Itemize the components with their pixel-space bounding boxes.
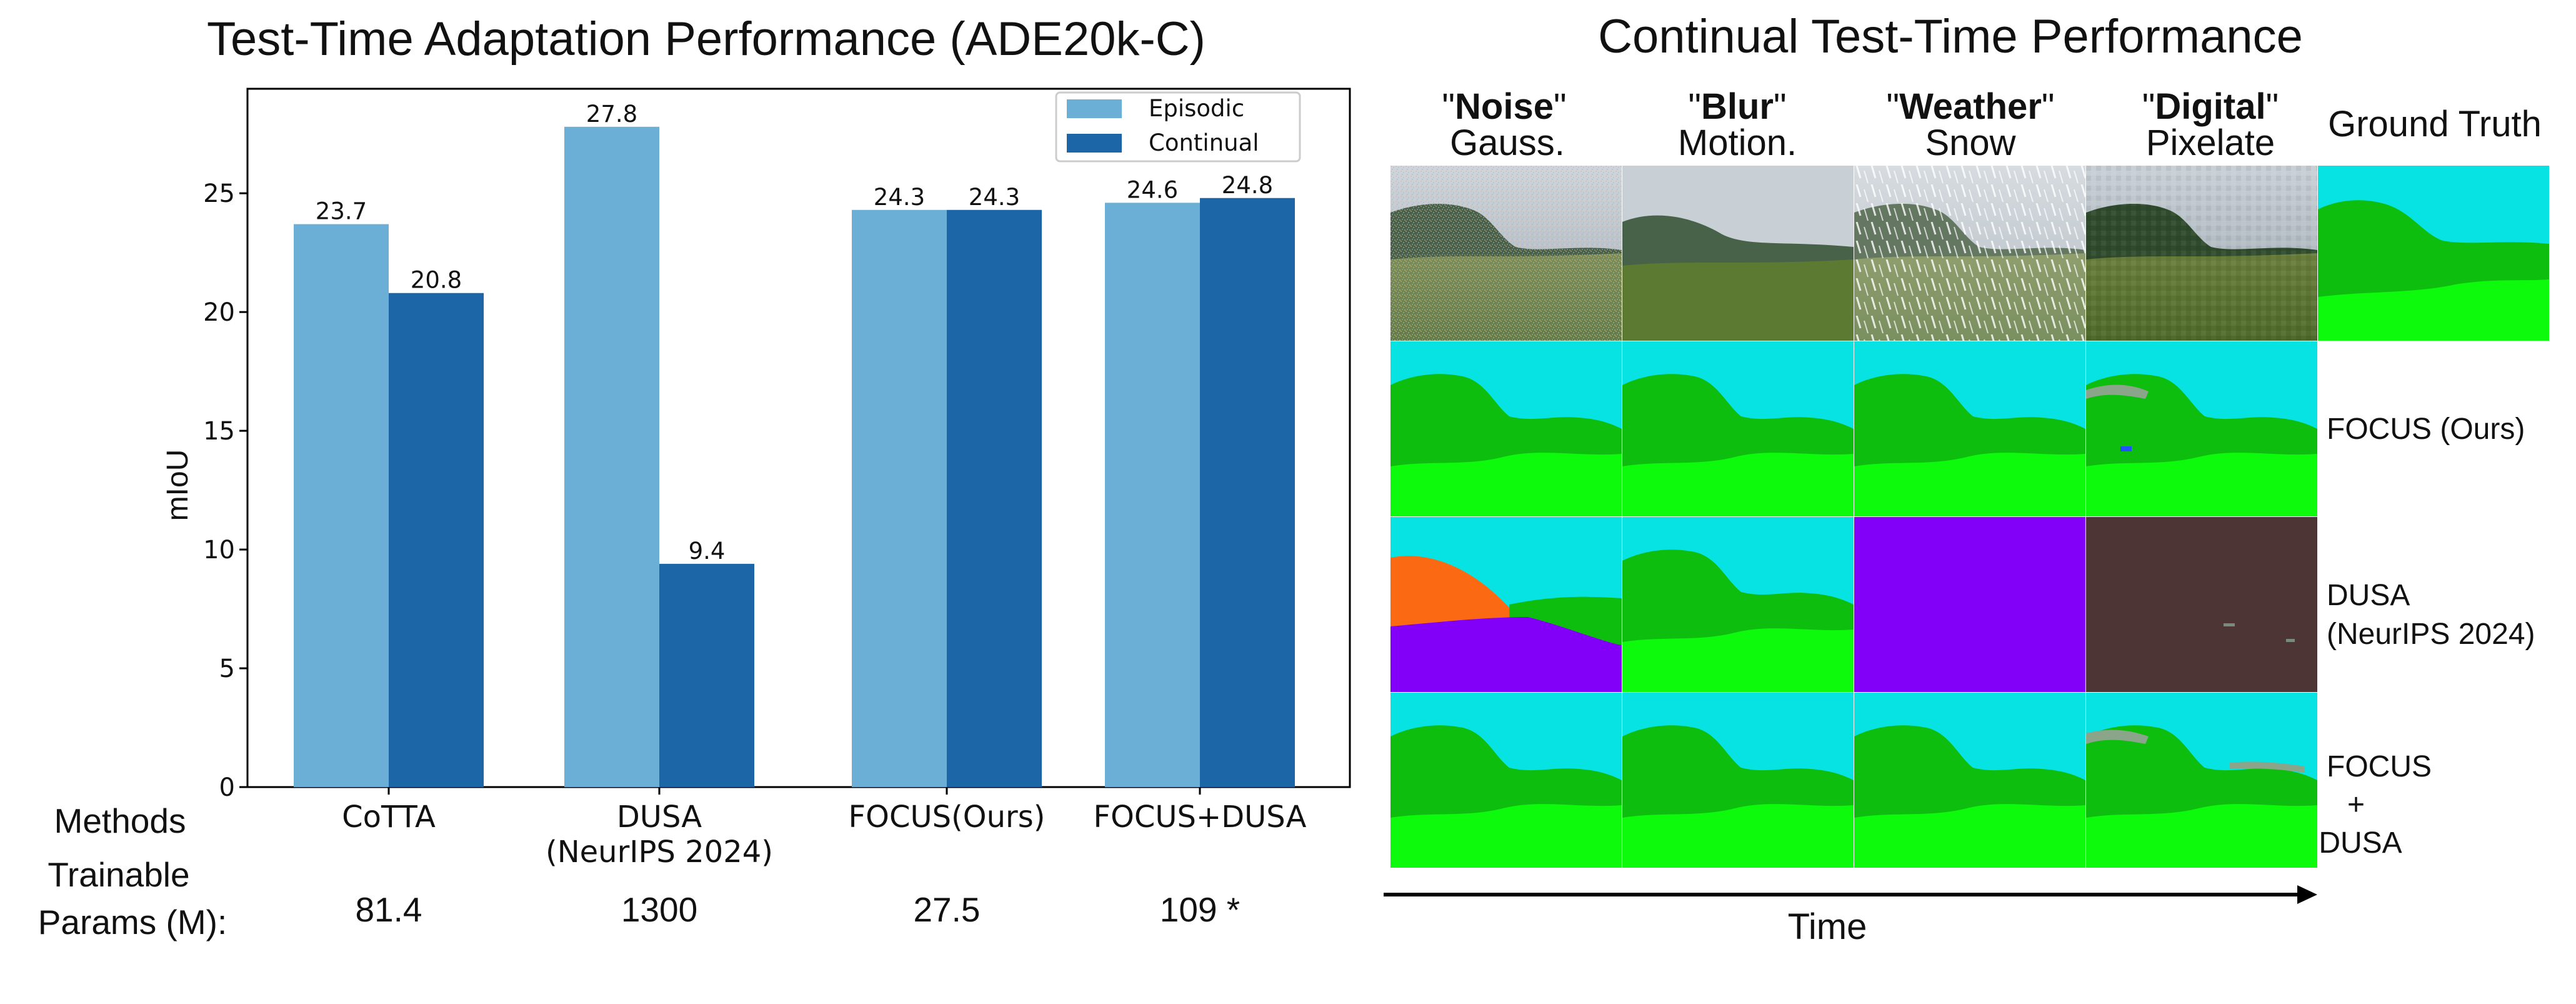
y-tick-label: 20 (203, 298, 235, 327)
seg-fd-pixelate (2086, 693, 2317, 868)
seg-dusa-noise (1390, 517, 1622, 692)
legend-swatch-continual (1067, 134, 1122, 153)
image-ground-truth (2318, 166, 2549, 341)
col-header-noise: "Noise" (1442, 86, 1566, 127)
seg-dusa-blur (1622, 517, 1854, 692)
chart-title: Test-Time Adaptation Performance (ADE20k… (207, 13, 1206, 66)
y-tick-label: 10 (203, 536, 235, 565)
bar-continual-0 (389, 293, 484, 788)
legend-label-episodic: Episodic (1149, 95, 1244, 122)
panel-title: Continual Test-Time Performance (1598, 10, 2303, 63)
col-word-noise: Noise (1455, 86, 1554, 127)
row-labels: FOCUS (Ours) DUSA (NeurIPS 2024) FOCUS +… (2319, 413, 2535, 860)
params-row: 81.4 1300 27.5 109 * (355, 890, 1240, 929)
bar-value-label: 24.3 (969, 184, 1020, 211)
bar-continual-2 (947, 209, 1042, 787)
seg-fd-blur (1622, 693, 1854, 868)
column-headers: "Noise" Gauss. "Blur" Motion. "Weather" … (1442, 86, 2541, 163)
legend-label-continual: Continual (1149, 129, 1259, 156)
plot-frame (246, 88, 1351, 788)
bars-group (294, 126, 1295, 788)
seg-focus-blur (1622, 341, 1854, 516)
col-sub-noise: Gauss. (1450, 123, 1565, 163)
bar-value-label: 9.4 (689, 538, 726, 565)
bar-episodic-1 (564, 126, 659, 788)
row-dusa (1390, 517, 2317, 692)
bar-episodic-0 (294, 224, 389, 787)
bar-value-label: 24.6 (1127, 176, 1178, 203)
row-label-fd-1: FOCUS (2327, 750, 2432, 783)
seg-focus-snow (1854, 341, 2085, 516)
bar-episodic-3 (1105, 203, 1200, 788)
bar-value-label: 24.8 (1222, 172, 1273, 199)
col-word-weather: Weather (1899, 86, 2042, 127)
row-label-focus: FOCUS (Ours) (2327, 413, 2525, 446)
row-focus (1390, 341, 2317, 516)
param-value: 109 * (1160, 890, 1240, 929)
x-tick-label: FOCUS(Ours) (849, 800, 1046, 835)
y-tick-label: 0 (219, 773, 235, 802)
bar-episodic-2 (852, 209, 947, 787)
time-label: Time (1788, 906, 1867, 947)
params-label-line2: Params (M): (38, 903, 227, 941)
row-label-fd-3: DUSA (2319, 826, 2402, 860)
time-arrow (1384, 885, 2317, 904)
legend-swatch-episodic (1067, 99, 1122, 118)
y-axis: 0 5 10 15 20 25 (203, 179, 247, 802)
x-tick-label: FOCUS+DUSA (1093, 800, 1306, 835)
seg-focus-noise (1390, 341, 1622, 516)
bar-value-label: 20.8 (411, 267, 462, 294)
seg-fd-noise (1390, 693, 1622, 868)
seg-dusa-snow (1854, 517, 2085, 692)
row-label-fd-2: + (2347, 788, 2365, 821)
row-label-dusa-2: (NeurIPS 2024) (2327, 618, 2535, 651)
params-label-line1: Trainable (47, 855, 189, 894)
legend: Episodic Continual (1055, 91, 1301, 163)
row-label-dusa-1: DUSA (2327, 579, 2410, 612)
col-word-blur: Blur (1701, 86, 1774, 127)
methods-label: Methods (54, 801, 186, 840)
x-axis: CoTTA DUSA (NeurIPS 2024) FOCUS(Ours) FOCUS+… (342, 787, 1307, 870)
y-tick-label: 15 (203, 417, 235, 446)
param-value: 81.4 (355, 890, 422, 929)
image-noise (1390, 166, 1622, 341)
param-value: 27.5 (913, 890, 980, 929)
col-header-weather: "Weather" (1887, 86, 2055, 127)
col-word-digital: Digital (2155, 86, 2265, 127)
seg-dusa-pixelate (2086, 517, 2317, 692)
seg-fd-snow (1854, 693, 2085, 868)
col-header-digital: "Digital" (2142, 86, 2279, 127)
image-pixelate (2086, 166, 2317, 341)
bar-value-label: 23.7 (316, 198, 367, 225)
param-value: 1300 (621, 890, 697, 929)
y-tick-label: 25 (203, 179, 235, 208)
col-sub-blur: Motion. (1678, 123, 1797, 163)
seg-focus-pixelate (2086, 341, 2317, 516)
bar-value-label: 24.3 (874, 184, 925, 211)
bar-value-labels: 23.7 27.8 24.3 24.6 20.8 9.4 24.3 24.8 (316, 101, 1273, 565)
bar-value-label: 27.8 (586, 101, 637, 128)
input-row (1390, 166, 2549, 341)
image-blur (1622, 166, 1854, 341)
col-sub-weather: Snow (1925, 123, 2016, 163)
bar-continual-1 (659, 563, 754, 787)
y-tick-label: 5 (219, 655, 235, 683)
x-tick-label: CoTTA (342, 800, 436, 835)
bar-continual-3 (1200, 198, 1295, 788)
row-focus-dusa (1390, 693, 2317, 868)
y-axis-label: mIoU (161, 449, 194, 521)
col-sub-digital: Pixelate (2146, 123, 2275, 163)
x-tick-label: DUSA (NeurIPS 2024) (546, 800, 773, 870)
col-header-ground-truth: Ground Truth (2328, 104, 2542, 144)
image-snow (1854, 166, 2085, 341)
col-header-blur: "Blur" (1688, 86, 1786, 127)
